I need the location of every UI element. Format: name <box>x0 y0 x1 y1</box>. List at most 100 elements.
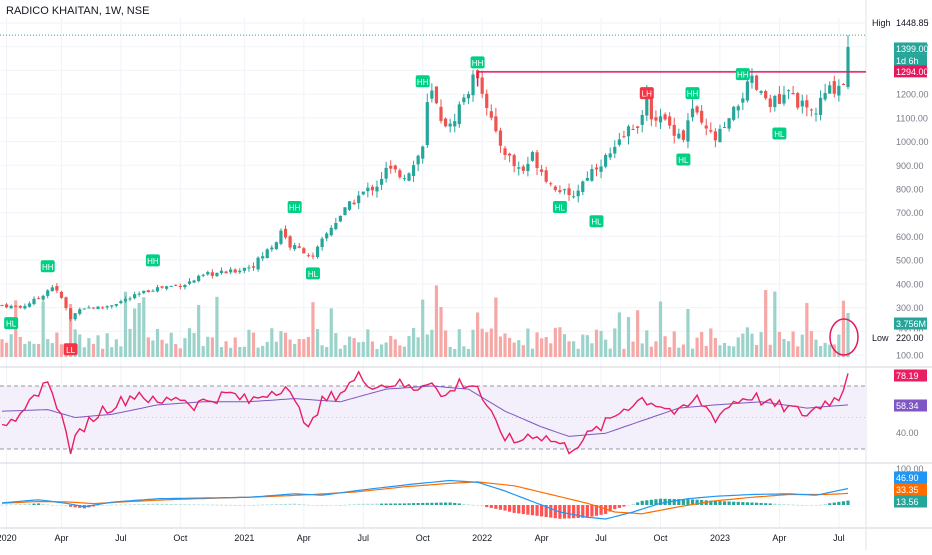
macd-histogram-bar <box>722 501 727 505</box>
candle-body <box>247 267 251 269</box>
volume-bar <box>302 339 306 357</box>
macd-histogram-bar <box>27 503 32 505</box>
volume-bar <box>315 329 320 357</box>
volume-bar <box>617 312 621 357</box>
macd-histogram-bar <box>544 505 548 518</box>
candle-body <box>32 298 36 305</box>
volume-bar <box>242 346 246 357</box>
volume-bar <box>165 343 169 357</box>
candle-body <box>347 201 352 210</box>
volume-bar <box>814 339 818 357</box>
macd-histogram-bar <box>462 503 466 505</box>
volume-bar <box>489 328 493 357</box>
candle-body <box>18 305 22 308</box>
macd-histogram-bar <box>151 503 155 505</box>
candle-body <box>457 104 461 125</box>
candle-body <box>379 179 384 185</box>
volume-bar <box>512 342 516 357</box>
macd-histogram-bar <box>32 503 36 505</box>
candle-body <box>174 284 178 286</box>
volume-bar <box>521 345 525 357</box>
macd-histogram-bar <box>759 502 763 505</box>
candle-body <box>128 298 132 300</box>
candle-body <box>334 223 338 230</box>
macd-histogram-bar <box>192 504 196 506</box>
candle-body <box>562 189 567 191</box>
macd-histogram-bar <box>178 504 182 505</box>
macd-histogram-bar <box>521 505 525 515</box>
candle-body <box>800 100 804 107</box>
candle-body <box>398 170 402 178</box>
candle-body <box>494 116 498 132</box>
candle-body <box>233 269 237 273</box>
macd-histogram-bar <box>677 499 681 505</box>
volume-bar <box>764 290 768 357</box>
volume-bar <box>384 342 388 357</box>
macd-histogram-bar <box>343 504 347 506</box>
volume-bar <box>841 300 846 357</box>
candle-body <box>759 91 763 93</box>
macd-histogram-bar <box>41 503 45 505</box>
macd-histogram-bar <box>68 505 73 507</box>
volume-bar <box>796 346 800 357</box>
rsi-pane <box>0 370 866 455</box>
volume-bar <box>622 348 626 357</box>
candle-body <box>78 309 82 314</box>
candle-body <box>832 81 836 94</box>
candle-body <box>407 173 411 181</box>
macd-histogram-bar <box>288 503 292 505</box>
pivot-label: HH <box>472 59 484 68</box>
pivot-label: HH <box>289 203 301 212</box>
macd-histogram-bar <box>421 502 425 505</box>
macd-histogram-bar <box>818 504 823 506</box>
volume-bar <box>828 344 832 357</box>
macd-histogram-bar <box>297 504 301 505</box>
pivot-label-bg <box>735 68 750 81</box>
volume-bar <box>535 332 539 357</box>
volume-bar <box>475 312 480 357</box>
volume-bar <box>251 332 256 357</box>
candle-body <box>498 130 503 146</box>
macd-histogram-bar <box>690 499 695 505</box>
volume-bar <box>128 328 132 357</box>
pivot-label: LH <box>642 90 652 99</box>
macd-histogram-bar <box>439 502 443 505</box>
candle-body <box>722 126 727 128</box>
macd-histogram-bar <box>315 505 320 506</box>
macd-value-tag-bg <box>894 471 927 484</box>
volume-bar <box>553 327 557 357</box>
macd-histogram-bar <box>640 500 644 505</box>
volume-bar <box>78 334 82 357</box>
volume-bar <box>471 329 475 357</box>
volume-bar <box>114 339 118 357</box>
macd-histogram-bar <box>658 498 663 505</box>
candle-body <box>443 118 448 127</box>
candle-body <box>165 286 169 289</box>
candle-body <box>841 83 846 85</box>
macd-histogram-bar <box>732 501 736 505</box>
volume-bar <box>448 346 452 357</box>
candle-body <box>123 299 128 302</box>
macd-histogram-bar <box>329 505 333 506</box>
volume-bar <box>36 344 41 357</box>
macd-histogram-bar <box>494 505 498 509</box>
volume-bar <box>480 328 484 357</box>
macd-histogram-bar <box>672 499 676 505</box>
macd-histogram-bar <box>210 504 214 506</box>
candle-body <box>485 93 489 108</box>
candle-body <box>439 106 443 121</box>
macd-histogram-bar <box>777 503 782 505</box>
candle-body <box>823 93 827 100</box>
macd-histogram-bar <box>718 501 722 505</box>
candle-body <box>535 152 539 169</box>
macd-histogram-bar <box>256 504 260 506</box>
macd-histogram-bar <box>187 504 192 506</box>
volume-bar <box>599 330 603 357</box>
candle-body <box>270 247 274 250</box>
volume-bar <box>416 337 420 357</box>
volume-bar <box>823 342 827 357</box>
candle-body <box>453 121 457 127</box>
volume-bar <box>357 342 361 357</box>
